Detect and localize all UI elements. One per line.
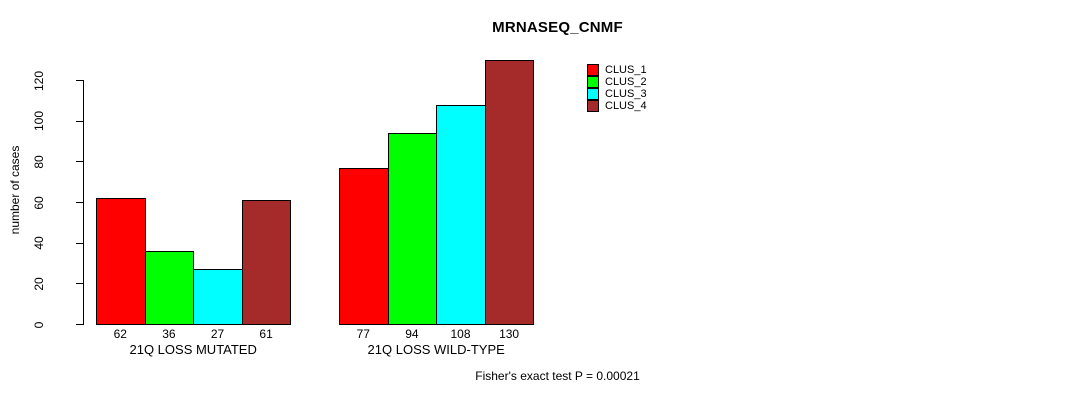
bar-clus_2-1 [144, 250, 195, 325]
y-axis-line [83, 80, 84, 325]
legend-item-clus_2: CLUS_2 [587, 76, 647, 88]
x-category-label: 21Q LOSS WILD-TYPE [367, 342, 505, 357]
legend-swatch-clus_3 [587, 88, 599, 100]
y-axis-tick-label: 40 [32, 236, 46, 250]
legend-swatch-clus_4 [587, 100, 599, 112]
bar-value-label: 36 [162, 327, 176, 341]
x-category-label: 21Q LOSS MUTATED [129, 342, 257, 357]
legend-label: CLUS_3 [605, 88, 647, 100]
chart-title: MRNASEQ_CNMF [492, 19, 623, 36]
bar-value-label: 61 [259, 327, 273, 341]
bar-clus_2-2 [387, 133, 438, 325]
legend-item-clus_3: CLUS_3 [587, 88, 647, 100]
bar-value-label: 130 [499, 327, 520, 341]
bar-value-label: 94 [405, 327, 419, 341]
y-axis-tick-label: 60 [32, 195, 46, 210]
bar-value-label: 108 [450, 327, 471, 341]
legend-item-clus_1: CLUS_1 [587, 64, 647, 76]
bar-clus_4-2 [484, 59, 535, 325]
y-axis-tick [76, 80, 83, 82]
y-axis-tick-label: 100 [32, 111, 46, 132]
bar-clus_1-2 [339, 167, 389, 325]
legend-label: CLUS_2 [605, 76, 647, 88]
y-axis-tick [76, 242, 83, 244]
bar-clus_3-1 [193, 269, 243, 325]
y-axis-tick [76, 202, 83, 204]
bar-clus_4-1 [241, 200, 292, 325]
bar-clus_3-2 [436, 104, 486, 325]
legend-item-clus_4: CLUS_4 [587, 100, 647, 112]
bar-value-label: 62 [113, 327, 127, 341]
y-axis-tick [76, 161, 83, 163]
y-axis-tick-label: 120 [32, 70, 46, 91]
y-axis-tick [76, 324, 83, 325]
y-axis-tick-label: 20 [32, 277, 46, 291]
y-axis-tick [76, 120, 83, 122]
y-axis-tick [76, 283, 83, 285]
bar-value-label: 27 [210, 327, 225, 341]
legend-swatch-clus_2 [587, 76, 599, 88]
annotation-text: Fisher's exact test P = 0.00021 [475, 369, 640, 383]
bar-clus_1-1 [96, 198, 146, 325]
legend-label: CLUS_1 [605, 64, 647, 76]
y-axis-label: number of cases [8, 145, 22, 235]
legend-swatch-clus_1 [587, 64, 599, 76]
bar-value-label: 77 [356, 327, 370, 341]
y-axis-tick-label: 0 [32, 321, 46, 328]
y-axis-tick-label: 80 [32, 155, 46, 169]
legend-label: CLUS_4 [605, 100, 647, 112]
